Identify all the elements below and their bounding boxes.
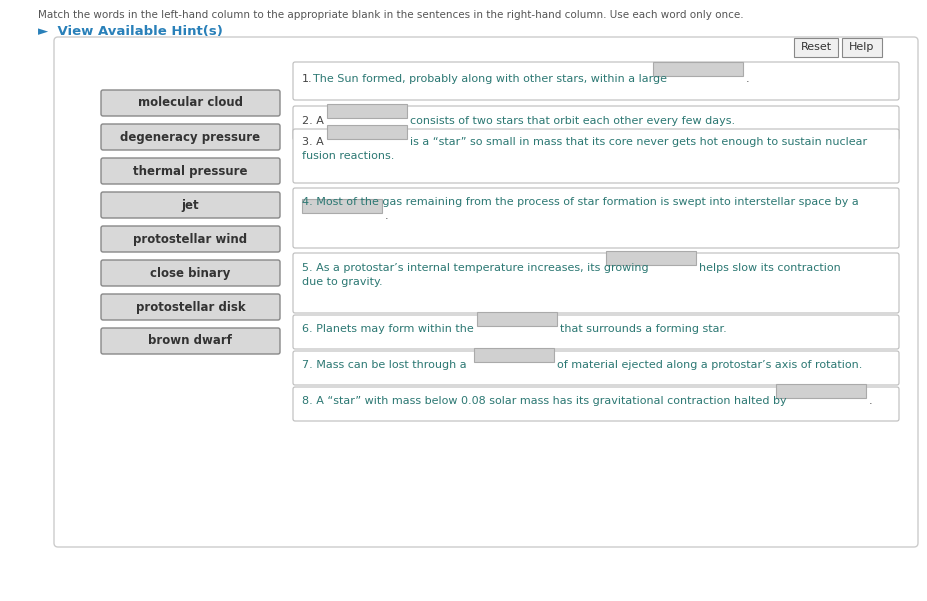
Bar xyxy=(301,199,382,213)
FancyBboxPatch shape xyxy=(101,124,280,150)
Text: The Sun formed, probably along with other stars, within a large: The Sun formed, probably along with othe… xyxy=(312,74,667,84)
Text: .: . xyxy=(385,211,388,221)
FancyBboxPatch shape xyxy=(293,188,898,248)
Text: due to gravity.: due to gravity. xyxy=(301,277,382,287)
FancyBboxPatch shape xyxy=(293,106,898,140)
Bar xyxy=(326,104,407,118)
Text: 7. Mass can be lost through a: 7. Mass can be lost through a xyxy=(301,360,466,370)
Text: consists of two stars that orbit each other every few days.: consists of two stars that orbit each ot… xyxy=(410,116,734,126)
FancyBboxPatch shape xyxy=(293,351,898,385)
Text: of material ejected along a protostar’s axis of rotation.: of material ejected along a protostar’s … xyxy=(556,360,861,370)
Bar xyxy=(775,384,865,398)
FancyBboxPatch shape xyxy=(101,260,280,286)
FancyBboxPatch shape xyxy=(293,62,898,100)
FancyBboxPatch shape xyxy=(293,253,898,313)
Text: brown dwarf: brown dwarf xyxy=(148,335,233,347)
Bar xyxy=(476,312,556,326)
Bar xyxy=(474,348,553,362)
Text: helps slow its contraction: helps slow its contraction xyxy=(698,263,840,273)
Text: 8. A “star” with mass below 0.08 solar mass has its gravitational contraction ha: 8. A “star” with mass below 0.08 solar m… xyxy=(301,396,786,406)
Text: 3. A: 3. A xyxy=(301,137,324,147)
Text: fusion reactions.: fusion reactions. xyxy=(301,151,394,161)
FancyBboxPatch shape xyxy=(101,158,280,184)
FancyBboxPatch shape xyxy=(293,387,898,421)
Bar xyxy=(653,62,743,76)
Text: is a “star” so small in mass that its core never gets hot enough to sustain nucl: is a “star” so small in mass that its co… xyxy=(410,137,866,147)
Text: 5. As a protostar’s internal temperature increases, its growing: 5. As a protostar’s internal temperature… xyxy=(301,263,648,273)
Text: 1.: 1. xyxy=(301,74,312,84)
Text: molecular cloud: molecular cloud xyxy=(138,97,243,109)
Text: protostellar disk: protostellar disk xyxy=(135,300,245,314)
FancyBboxPatch shape xyxy=(841,38,881,57)
Text: 2. A: 2. A xyxy=(301,116,324,126)
Bar xyxy=(326,125,407,139)
Text: that surrounds a forming star.: that surrounds a forming star. xyxy=(559,324,726,334)
FancyBboxPatch shape xyxy=(54,37,917,547)
FancyBboxPatch shape xyxy=(794,38,837,57)
Text: Match the words in the left-hand column to the appropriate blank in the sentence: Match the words in the left-hand column … xyxy=(38,10,743,20)
Text: close binary: close binary xyxy=(150,266,231,279)
Text: 4. Most of the gas remaining from the process of star formation is swept into in: 4. Most of the gas remaining from the pr… xyxy=(301,197,857,207)
Text: degeneracy pressure: degeneracy pressure xyxy=(121,130,260,144)
Bar xyxy=(605,251,695,265)
Text: protostellar wind: protostellar wind xyxy=(133,233,248,245)
FancyBboxPatch shape xyxy=(293,315,898,349)
Text: 6. Planets may form within the: 6. Planets may form within the xyxy=(301,324,474,334)
FancyBboxPatch shape xyxy=(101,192,280,218)
FancyBboxPatch shape xyxy=(293,129,898,183)
Text: thermal pressure: thermal pressure xyxy=(133,165,248,177)
Text: .: . xyxy=(745,74,749,84)
Text: .: . xyxy=(868,396,871,406)
FancyBboxPatch shape xyxy=(101,294,280,320)
Text: ►  View Available Hint(s): ► View Available Hint(s) xyxy=(38,25,222,38)
FancyBboxPatch shape xyxy=(101,328,280,354)
Text: Help: Help xyxy=(848,43,874,52)
FancyBboxPatch shape xyxy=(101,90,280,116)
Text: jet: jet xyxy=(182,198,199,212)
FancyBboxPatch shape xyxy=(101,226,280,252)
Text: Reset: Reset xyxy=(800,43,831,52)
